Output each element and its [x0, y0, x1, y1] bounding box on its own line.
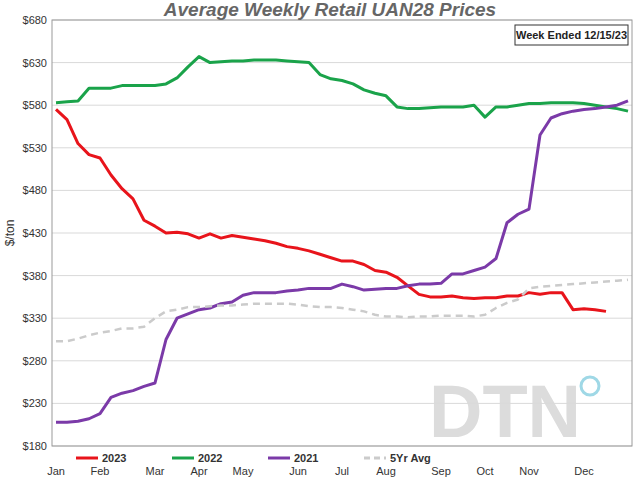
- legend-swatch: [364, 457, 386, 460]
- legend-swatch: [172, 457, 194, 460]
- title: Average Weekly Retail UAN28 Prices: [163, 0, 496, 20]
- y-tick-label: $430: [23, 227, 47, 239]
- x-tick-label: Nov: [519, 465, 539, 477]
- y-tick-label: $480: [23, 184, 47, 196]
- y-tick-label: $680: [23, 14, 47, 26]
- x-tick-label: Jun: [289, 465, 307, 477]
- series-line: [56, 57, 628, 117]
- y-axis-label: $/ton: [3, 220, 17, 247]
- grid-line: [52, 318, 632, 319]
- x-tick-label: Jul: [335, 465, 349, 477]
- grid-line: [52, 105, 632, 106]
- y-tick-label: $280: [23, 355, 47, 367]
- series-line: [56, 101, 628, 422]
- y-tick-label: $630: [23, 57, 47, 69]
- grid-line: [52, 62, 632, 63]
- x-tick-label: Mar: [146, 465, 165, 477]
- legend-swatch: [76, 457, 98, 460]
- plot-frame: [52, 20, 632, 446]
- grid-line: [52, 147, 632, 148]
- annotation: Week Ended 12/15/23: [516, 29, 627, 41]
- grid-line: [52, 233, 632, 234]
- watermark: DTN: [429, 370, 581, 453]
- grid-line: [52, 360, 632, 361]
- legend-label: 2021: [294, 452, 318, 464]
- x-tick-label: Apr: [190, 465, 207, 477]
- legend-label: 2022: [198, 452, 222, 464]
- legend: 2023 2022 2021 5Yr Avg: [76, 452, 431, 464]
- x-tick-label: Oct: [476, 465, 493, 477]
- lines: [56, 57, 628, 423]
- grid-line: [52, 190, 632, 191]
- x-tick-label: Sep: [431, 465, 451, 477]
- annotation-box: [515, 25, 628, 45]
- x-tick-label: May: [233, 465, 254, 477]
- y-tick-label: $330: [23, 312, 47, 324]
- chart: DTN $180 $230 $280 $330 $380 $430 $480 $530 $580 $…: [0, 0, 640, 480]
- y-tick-label: $180: [23, 440, 47, 452]
- grid: [52, 20, 632, 446]
- grid-line: [52, 275, 632, 276]
- legend-swatch: [268, 457, 290, 460]
- x-tick-label: Dec: [574, 465, 594, 477]
- legend-label: 2023: [102, 452, 126, 464]
- legend-label: 5Yr Avg: [390, 452, 431, 464]
- series-line: [56, 280, 628, 341]
- x-tick-label: Aug: [376, 465, 396, 477]
- y-tick-label: $230: [23, 397, 47, 409]
- x-tick-label: Jan: [47, 465, 65, 477]
- y-tick-label: $530: [23, 142, 47, 154]
- x-tick-label: Feb: [91, 465, 110, 477]
- y-tick-label: $380: [23, 270, 47, 282]
- grid-line: [52, 403, 632, 404]
- y-tick-label: $580: [23, 99, 47, 111]
- logo-mark: [581, 377, 599, 395]
